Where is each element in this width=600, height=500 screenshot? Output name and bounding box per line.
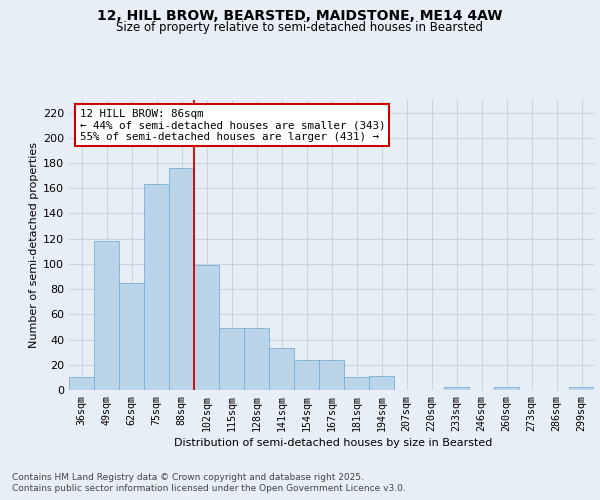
Bar (219, 328, 244, 390)
Text: Distribution of semi-detached houses by size in Bearsted: Distribution of semi-detached houses by … (174, 438, 492, 448)
Bar (244, 328, 269, 390)
Bar (344, 378, 369, 390)
Bar (169, 168, 194, 390)
Text: Contains HM Land Registry data © Crown copyright and database right 2025.: Contains HM Land Registry data © Crown c… (12, 472, 364, 482)
Bar (294, 360, 319, 390)
Y-axis label: Number of semi-detached properties: Number of semi-detached properties (29, 142, 39, 348)
Text: Contains public sector information licensed under the Open Government Licence v3: Contains public sector information licen… (12, 484, 406, 493)
Bar (194, 265, 219, 390)
Bar (144, 184, 169, 390)
Bar (444, 388, 469, 390)
Bar (369, 376, 394, 390)
Bar (569, 388, 594, 390)
Bar (94, 241, 119, 390)
Bar (69, 378, 94, 390)
Bar (119, 283, 144, 390)
Text: Size of property relative to semi-detached houses in Bearsted: Size of property relative to semi-detach… (116, 22, 484, 35)
Text: 12 HILL BROW: 86sqm
← 44% of semi-detached houses are smaller (343)
55% of semi-: 12 HILL BROW: 86sqm ← 44% of semi-detach… (79, 108, 385, 142)
Bar (269, 348, 294, 390)
Bar (494, 388, 519, 390)
Bar (319, 360, 344, 390)
Text: 12, HILL BROW, BEARSTED, MAIDSTONE, ME14 4AW: 12, HILL BROW, BEARSTED, MAIDSTONE, ME14… (97, 9, 503, 23)
